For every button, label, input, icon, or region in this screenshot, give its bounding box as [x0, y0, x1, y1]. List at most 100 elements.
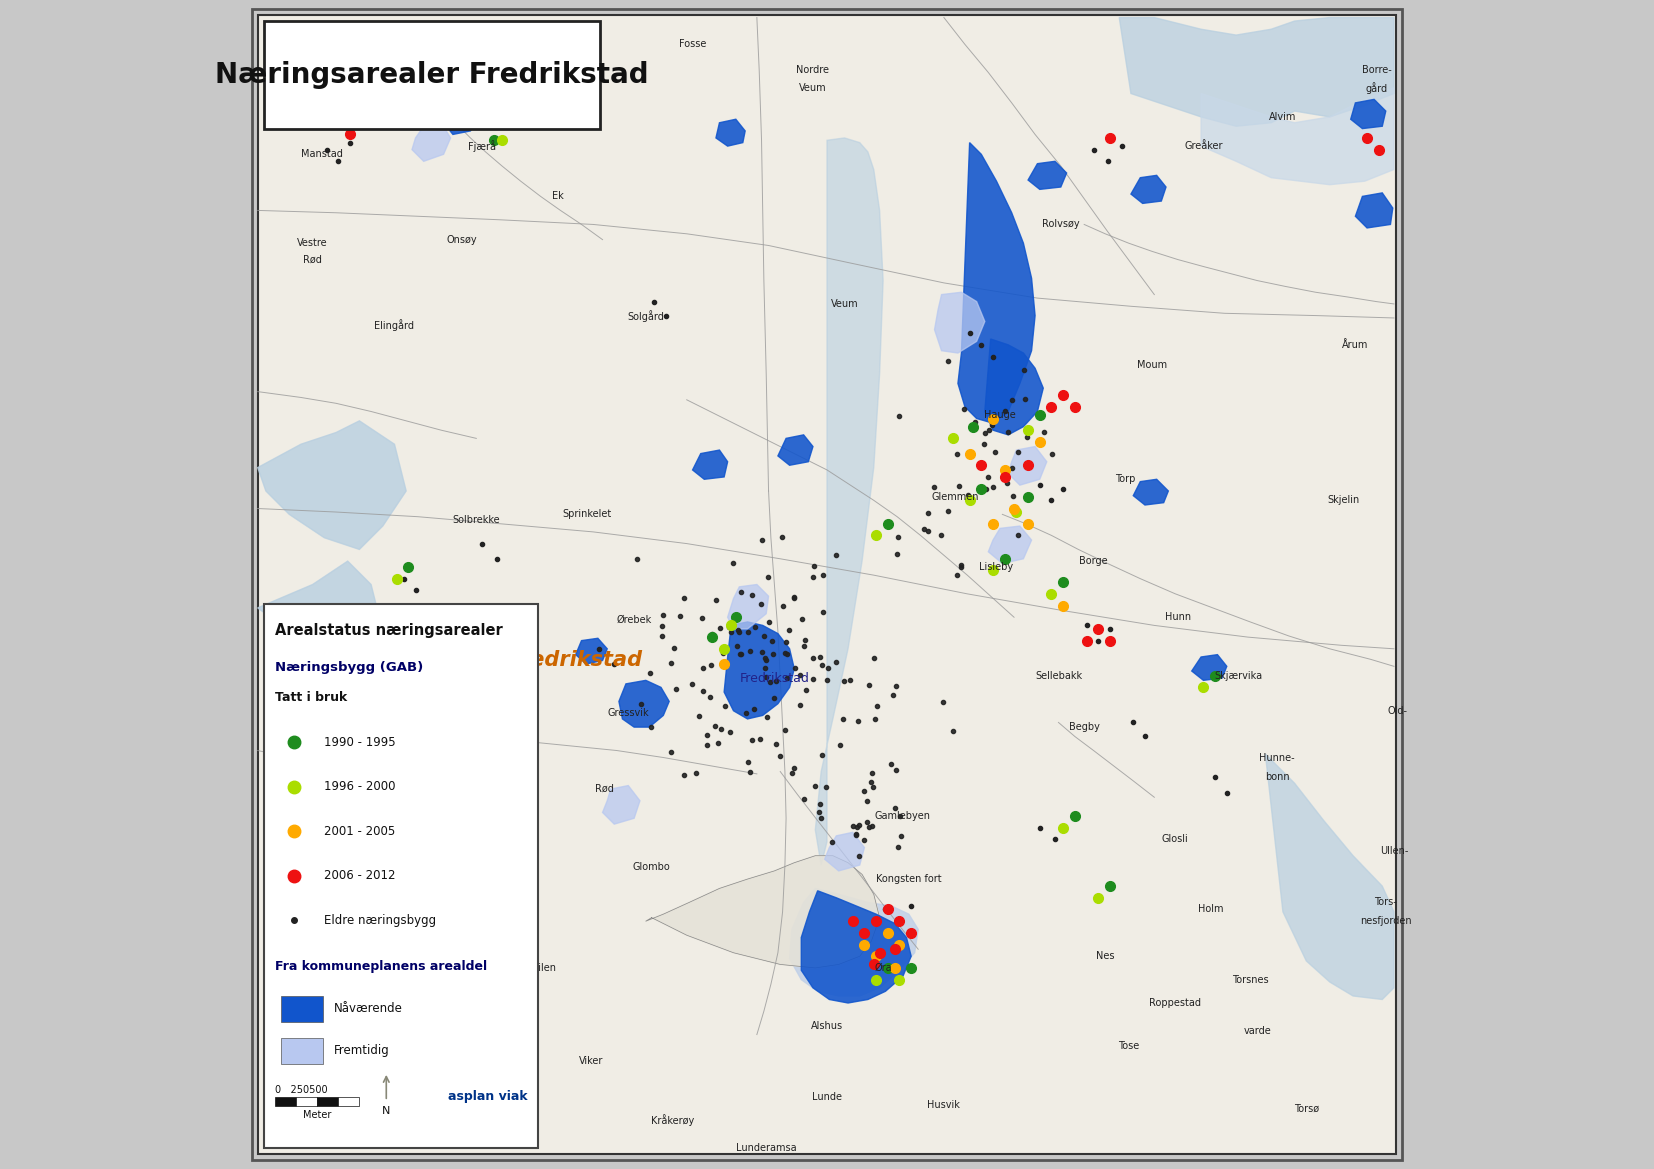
- Text: Holm: Holm: [1197, 905, 1224, 914]
- Polygon shape: [1131, 175, 1166, 203]
- Bar: [318, 1097, 339, 1106]
- Polygon shape: [619, 680, 670, 727]
- Text: Tatt i bruk: Tatt i bruk: [275, 691, 347, 705]
- Text: Sellebakk: Sellebakk: [1035, 671, 1082, 680]
- Text: Slevik: Slevik: [414, 800, 442, 809]
- Text: Nes: Nes: [1097, 952, 1115, 961]
- Text: asplan viak: asplan viak: [448, 1090, 528, 1104]
- Text: Gamlebyen: Gamlebyen: [875, 811, 931, 821]
- Polygon shape: [1120, 18, 1394, 126]
- Text: Moum: Moum: [1136, 360, 1168, 369]
- Text: Borre-: Borre-: [1361, 65, 1391, 75]
- Polygon shape: [645, 856, 880, 968]
- Text: Alshus: Alshus: [810, 1022, 844, 1031]
- Text: Hauge: Hauge: [984, 410, 1016, 420]
- Polygon shape: [958, 143, 1035, 423]
- Bar: [339, 1097, 359, 1106]
- Text: Nåværende: Nåværende: [334, 1002, 402, 1016]
- Text: 1996 - 2000: 1996 - 2000: [324, 780, 395, 794]
- Text: kø: kø: [263, 729, 275, 739]
- Text: Torp: Torp: [1115, 475, 1135, 484]
- Polygon shape: [825, 832, 865, 871]
- Text: Borge: Borge: [1078, 556, 1108, 566]
- Text: Veum: Veum: [799, 83, 827, 92]
- FancyBboxPatch shape: [251, 9, 1403, 1160]
- Text: Kongsten fort: Kongsten fort: [877, 874, 941, 884]
- Polygon shape: [935, 292, 984, 353]
- Text: Nordre: Nordre: [797, 65, 829, 75]
- Polygon shape: [815, 138, 883, 865]
- Text: Skjelin: Skjelin: [1328, 496, 1360, 505]
- Text: Greåker: Greåker: [1184, 141, 1222, 151]
- Text: gård: gård: [1365, 82, 1388, 94]
- Text: Glemmen: Glemmen: [931, 492, 979, 502]
- Text: Fra kommuneplanens arealdel: Fra kommuneplanens arealdel: [275, 960, 488, 974]
- Text: Ek: Ek: [552, 192, 564, 201]
- Text: Glombo: Glombo: [633, 863, 670, 872]
- Text: Elingård: Elingård: [374, 319, 415, 331]
- Text: Årum: Årum: [1341, 340, 1368, 350]
- FancyBboxPatch shape: [263, 21, 600, 129]
- Polygon shape: [693, 450, 728, 479]
- Polygon shape: [724, 622, 794, 719]
- Text: Tose: Tose: [1118, 1042, 1140, 1051]
- Polygon shape: [789, 888, 918, 996]
- Text: bonn: bonn: [1265, 773, 1290, 782]
- Text: 2006 - 2012: 2006 - 2012: [324, 869, 395, 883]
- Text: Solgård: Solgård: [627, 310, 665, 321]
- Text: 0   250500: 0 250500: [275, 1085, 327, 1094]
- FancyBboxPatch shape: [258, 15, 1396, 1154]
- Polygon shape: [1193, 655, 1227, 680]
- Polygon shape: [1265, 754, 1394, 999]
- Text: Hunn: Hunn: [1164, 613, 1191, 622]
- Text: Alvim: Alvim: [1269, 112, 1297, 122]
- Polygon shape: [777, 435, 814, 465]
- Text: Eldre næringsbygg: Eldre næringsbygg: [324, 913, 437, 927]
- Text: N: N: [382, 1106, 390, 1115]
- Text: Lunde: Lunde: [812, 1092, 842, 1101]
- Text: Fosse: Fosse: [678, 40, 706, 49]
- Polygon shape: [1029, 161, 1067, 189]
- Text: Vikene: Vikene: [361, 641, 394, 650]
- Text: Rolvsøy: Rolvsøy: [1042, 220, 1080, 229]
- Polygon shape: [258, 421, 407, 549]
- Text: Øyenkilen: Øyenkilen: [508, 963, 557, 973]
- Text: Tors-: Tors-: [1374, 898, 1398, 907]
- Polygon shape: [716, 119, 746, 146]
- Text: Skjærvika: Skjærvika: [1214, 671, 1262, 680]
- Text: Husvik: Husvik: [928, 1100, 961, 1109]
- FancyBboxPatch shape: [281, 996, 323, 1022]
- Text: Lisleby: Lisleby: [979, 562, 1014, 572]
- Text: Ullen-: Ullen-: [1379, 846, 1408, 856]
- Polygon shape: [443, 108, 478, 134]
- Text: Fredrikstad: Fredrikstad: [739, 671, 809, 685]
- Text: Manstad: Manstad: [301, 150, 342, 159]
- Bar: [275, 1097, 296, 1106]
- Text: Fremtidig: Fremtidig: [334, 1044, 389, 1058]
- Text: Fjærå: Fjærå: [468, 140, 496, 152]
- Text: Næringsarealer Fredrikstad: Næringsarealer Fredrikstad: [215, 61, 648, 89]
- Polygon shape: [728, 584, 769, 629]
- Polygon shape: [412, 123, 450, 161]
- Polygon shape: [1133, 479, 1168, 505]
- Polygon shape: [602, 786, 640, 824]
- Polygon shape: [576, 638, 607, 664]
- Text: Gressvik: Gressvik: [607, 708, 648, 718]
- Polygon shape: [1351, 99, 1386, 129]
- Text: Vestre: Vestre: [298, 238, 327, 248]
- Text: 1990 - 1995: 1990 - 1995: [324, 735, 395, 749]
- Text: Rød: Rød: [595, 784, 614, 794]
- Text: Rød: Rød: [303, 255, 323, 264]
- FancyBboxPatch shape: [281, 1038, 323, 1064]
- FancyBboxPatch shape: [263, 604, 538, 1148]
- Text: Old-: Old-: [1388, 706, 1408, 715]
- Text: Arealstatus næringsarealer: Arealstatus næringsarealer: [275, 623, 503, 637]
- Text: Kråkerøy: Kråkerøy: [652, 1114, 695, 1126]
- Polygon shape: [258, 561, 382, 666]
- Text: Begby: Begby: [1068, 722, 1100, 732]
- Text: Øra: Øra: [875, 963, 892, 973]
- Polygon shape: [989, 526, 1032, 563]
- Text: Lunderamsa: Lunderamsa: [736, 1143, 797, 1153]
- Text: Sprinkelet: Sprinkelet: [562, 510, 612, 519]
- Text: 2001 - 2005: 2001 - 2005: [324, 824, 395, 838]
